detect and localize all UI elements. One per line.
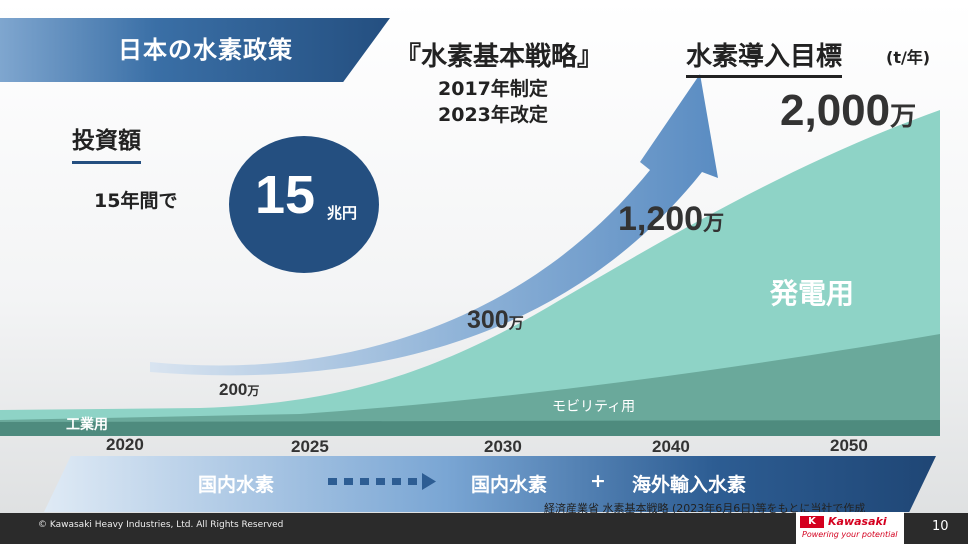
x-tick-2020: 2020 <box>106 435 144 454</box>
page-number: 10 <box>932 519 949 534</box>
logo-text: Kawasaki <box>828 515 887 528</box>
investment-label: 投資額 <box>72 121 141 164</box>
power-generation-area <box>0 110 940 436</box>
k-mark-icon: K <box>800 516 824 528</box>
target-title: 水素導入目標 <box>686 36 843 78</box>
mobility-area <box>0 334 940 436</box>
plus-sign: + <box>590 470 606 492</box>
transition-bar <box>44 456 936 512</box>
x-tick-2050: 2050 <box>830 436 868 455</box>
x-tick-2025: 2025 <box>291 437 329 456</box>
import-label: 海外輸入水素 <box>632 474 747 496</box>
tagline: Powering your potential <box>802 530 898 539</box>
strategy-revised: 2023年改定 <box>438 104 548 126</box>
strategy-enacted: 2017年制定 <box>438 78 548 100</box>
growth-arrow <box>150 74 718 376</box>
investment-unit: 兆円 <box>327 204 358 222</box>
strategy-title: 『水素基本戦略』 <box>395 42 604 72</box>
industrial-area <box>0 420 940 436</box>
value-2025: 200万 <box>219 380 260 399</box>
source-note: 経済産業省 水素基本戦略 (2023年6月6日)等をもとに当社で作成 <box>544 502 866 515</box>
investment-amount: 15 <box>255 165 316 225</box>
x-tick-2040: 2040 <box>652 437 690 456</box>
x-tick-2030: 2030 <box>484 437 522 456</box>
series-label-industry: 工業用 <box>66 417 108 433</box>
target-unit: (t/年) <box>886 48 931 67</box>
investment-circle: 15 兆円 <box>229 136 379 273</box>
series-label-power: 発電用 <box>770 277 855 310</box>
investment-period: 15年間で <box>94 190 178 212</box>
domestic-label: 国内水素 <box>198 474 275 496</box>
page-title: 日本の水素政策 <box>118 36 293 64</box>
dashed-arrow-icon <box>328 471 438 491</box>
value-2050: 2,000万 <box>780 86 917 135</box>
value-2030: 300万 <box>467 306 524 334</box>
series-label-mobility: モビリティ用 <box>552 399 636 415</box>
domestic-label-2: 国内水素 <box>471 474 548 496</box>
copyright: © Kawasaki Heavy Industries, Ltd. All Ri… <box>38 520 284 530</box>
title-banner <box>0 18 390 82</box>
kawasaki-logo: K Kawasaki Powering your potential <box>796 512 904 544</box>
value-2040: 1,200万 <box>618 200 725 238</box>
